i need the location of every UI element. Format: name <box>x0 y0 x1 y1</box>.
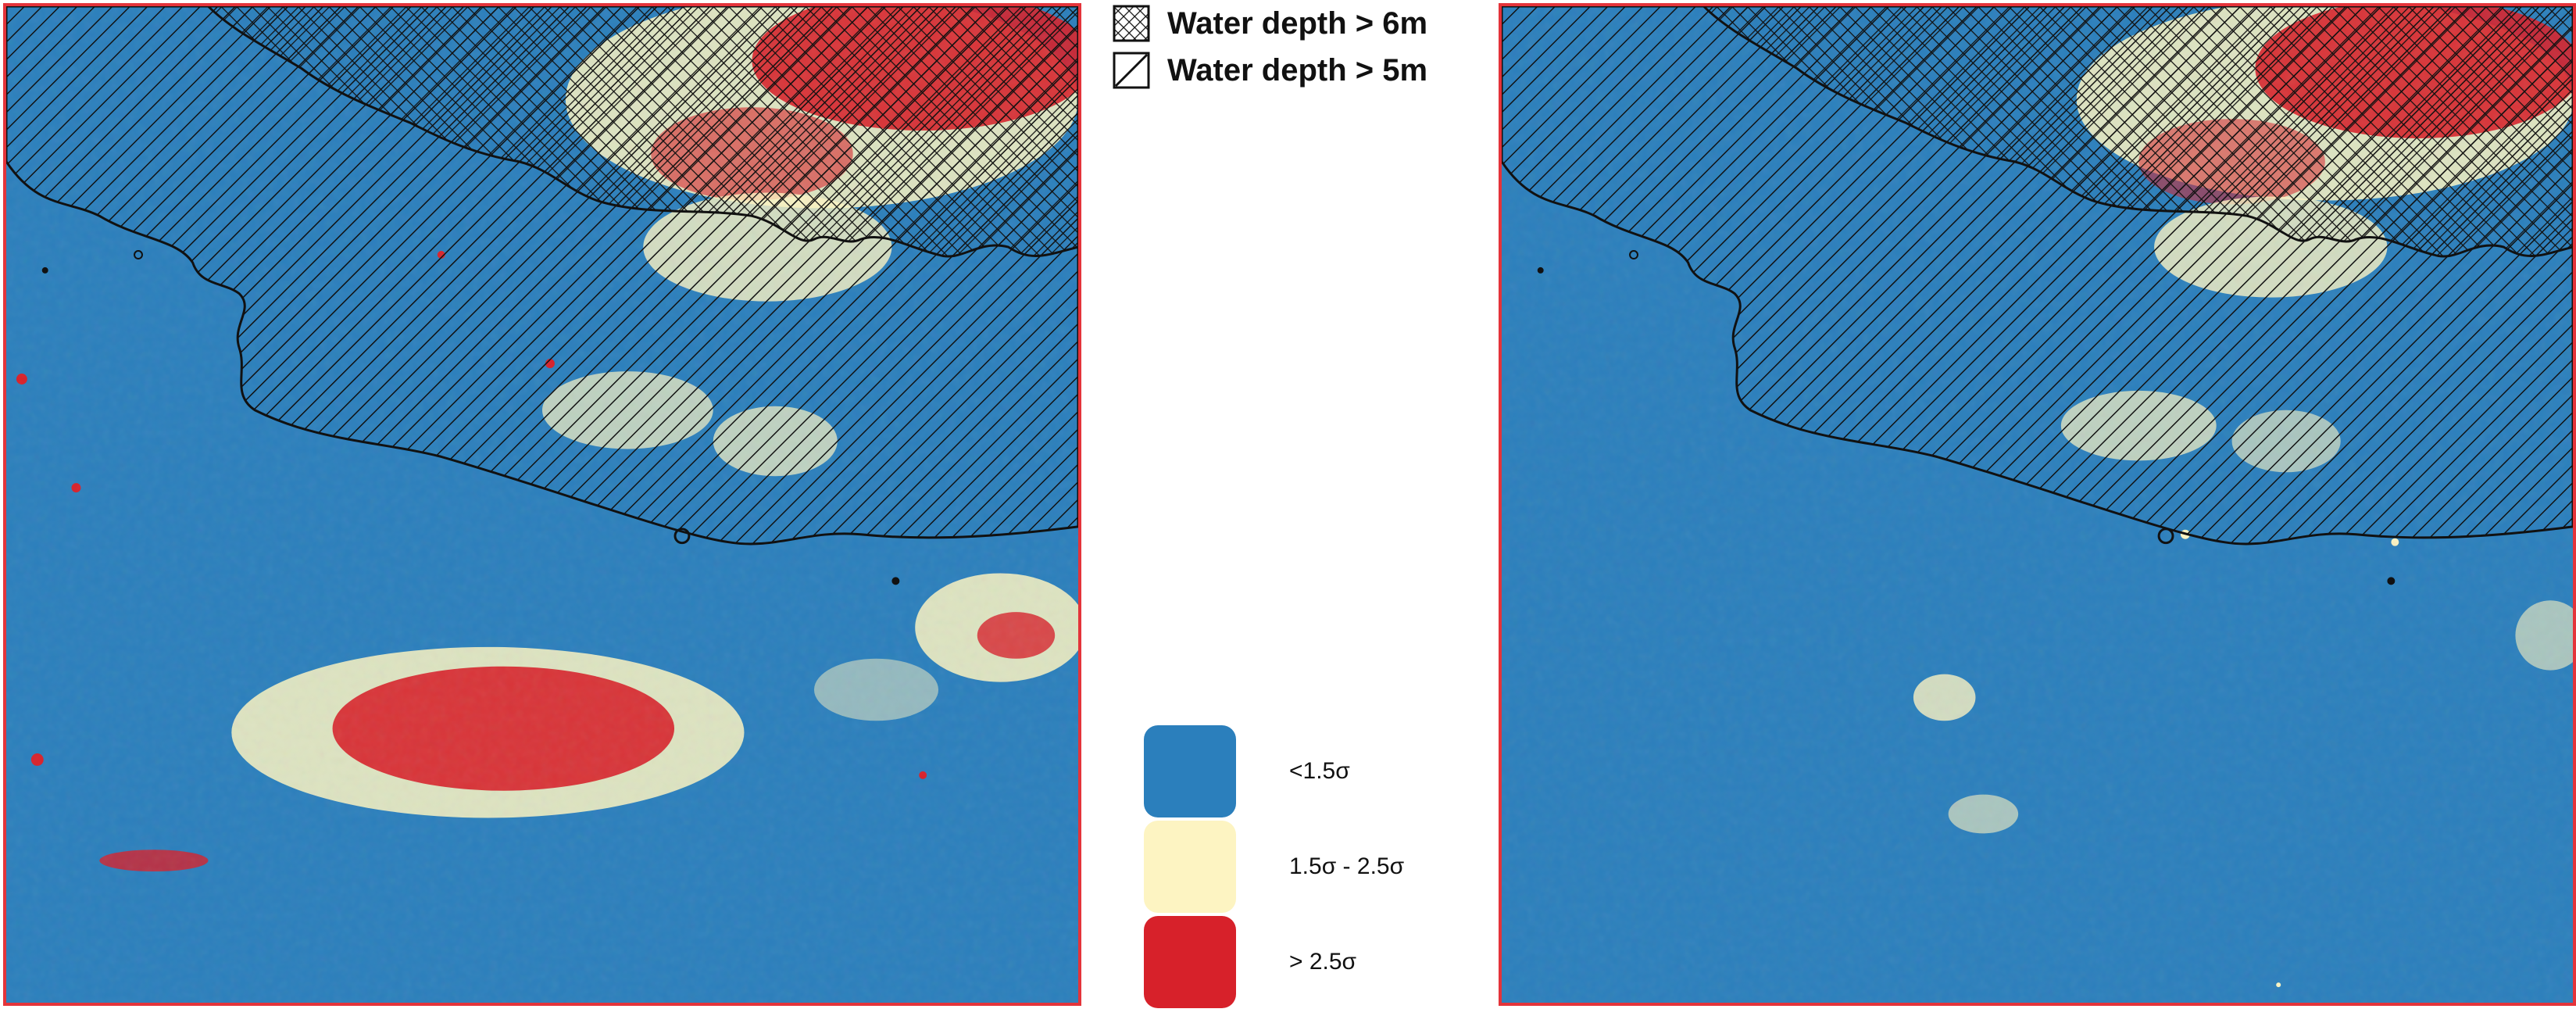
legend-depth-6m: Water depth > 6m <box>1113 5 1427 42</box>
diagonal-hatch-icon <box>1113 52 1150 89</box>
map-panel-right[interactable] <box>1499 3 2576 1006</box>
legend-depth-6m-label: Water depth > 6m <box>1167 5 1428 41</box>
swatch-low <box>1144 725 1236 817</box>
legend-depth-5m: Water depth > 5m <box>1113 52 1427 89</box>
crosshatch-icon <box>1113 5 1150 42</box>
legend-class-mid-label: 1.5σ - 2.5σ <box>1289 853 1405 879</box>
swatch-mid <box>1144 821 1236 913</box>
depth-6m-zone <box>1702 6 2573 258</box>
swatch-high <box>1144 916 1236 1008</box>
legend-class-high-label: > 2.5σ <box>1289 949 1357 975</box>
map-panel-left[interactable] <box>3 3 1081 1006</box>
legend-class-low-label: <1.5σ <box>1289 758 1350 784</box>
legend-class-high: > 2.5σ <box>1144 916 1356 1008</box>
legend-class-low: <1.5σ <box>1144 725 1350 817</box>
map-right-svg <box>1502 6 2573 1003</box>
legend-class-mid: 1.5σ - 2.5σ <box>1144 821 1404 913</box>
legend-depth-5m-label: Water depth > 5m <box>1167 52 1428 88</box>
depth-6m-zone <box>206 6 1078 258</box>
map-left-svg <box>6 6 1078 1003</box>
